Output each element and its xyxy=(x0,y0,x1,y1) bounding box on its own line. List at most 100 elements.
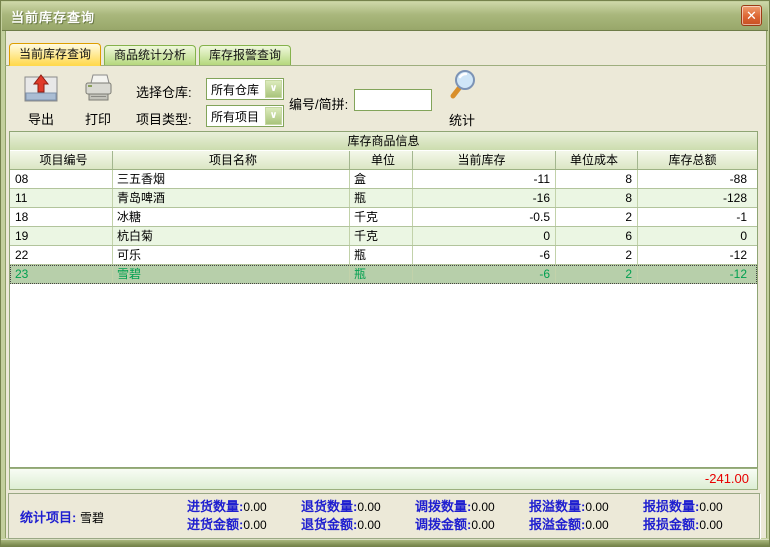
warehouse-select[interactable]: 所有仓库 ∨ xyxy=(206,78,284,100)
cell-item-name: 雪碧 xyxy=(113,265,350,283)
stat-amt-value: 0.00 xyxy=(357,518,381,532)
cell-item-id: 08 xyxy=(10,170,113,188)
window-title: 当前库存查询 xyxy=(11,9,96,25)
cell-unit-cost: 2 xyxy=(556,265,638,283)
cell-item-id: 23 xyxy=(10,265,113,283)
cell-unit: 千克 xyxy=(350,208,413,226)
cell-item-id: 22 xyxy=(10,246,113,264)
col-header-unit[interactable]: 单位 xyxy=(350,151,413,169)
cell-total: -128 xyxy=(722,191,747,205)
cell-stock: -16 xyxy=(413,189,556,207)
item-type-select-value: 所有项目 xyxy=(211,109,260,124)
cell-unit-cost: 2 xyxy=(556,246,638,264)
stat-groups: 进货数量:0.00 进货金额:0.00 退货数量:0.00 退货金额:0.00 … xyxy=(187,498,757,534)
table-row[interactable]: 11 青岛啤酒 瓶 -16 8 -128 xyxy=(10,189,757,208)
table-row[interactable]: 22 可乐 瓶 -6 2 -12 xyxy=(10,246,757,265)
stat-group: 进货数量:0.00 进货金额:0.00 xyxy=(187,498,301,534)
cell-stock: -6 xyxy=(413,246,556,264)
cell-item-name: 杭白菊 xyxy=(113,227,350,245)
table-header-row: 项目编号 项目名称 单位 当前库存 单位成本 库存总额 xyxy=(10,151,757,170)
table-body: 08 三五香烟 盒 -11 8 -88 11 青岛啤酒 瓶 -16 8 -128… xyxy=(10,170,757,284)
close-icon[interactable]: ✕ xyxy=(741,5,762,26)
cell-item-name: 三五香烟 xyxy=(113,170,350,188)
stat-qty-label: 进货数量: xyxy=(187,499,244,514)
stat-group: 调拨数量:0.00 调拨金额:0.00 xyxy=(415,498,529,534)
table-empty-area xyxy=(10,284,757,467)
stat-qty-label: 报溢数量: xyxy=(529,499,586,514)
col-header-total[interactable]: 库存总额 xyxy=(668,153,717,167)
cell-total: 0 xyxy=(740,229,747,243)
chevron-down-icon[interactable]: ∨ xyxy=(265,80,282,98)
cell-unit: 瓶 xyxy=(350,246,413,264)
print-label: 打印 xyxy=(84,112,111,127)
col-header-item-id[interactable]: 项目编号 xyxy=(10,151,113,169)
statistics-label: 统计 xyxy=(448,113,475,128)
stat-group: 报溢数量:0.00 报溢金额:0.00 xyxy=(529,498,643,534)
export-label: 导出 xyxy=(27,112,54,127)
cell-unit: 千克 xyxy=(350,227,413,245)
grand-total-value: -241.00 xyxy=(704,471,749,486)
magnifier-icon xyxy=(439,69,485,108)
cell-stock: 0 xyxy=(413,227,556,245)
col-header-unit-cost[interactable]: 单位成本 xyxy=(556,151,638,169)
stat-qty-value: 0.00 xyxy=(699,500,723,514)
chevron-down-icon[interactable]: ∨ xyxy=(265,107,282,125)
stat-amt-value: 0.00 xyxy=(585,518,609,532)
table-row[interactable]: 18 冰糖 千克 -0.5 2 -1 xyxy=(10,208,757,227)
stat-amt-value: 0.00 xyxy=(243,518,267,532)
cell-unit-cost: 8 xyxy=(556,189,638,207)
tab-bar: 当前库存查询 商品统计分析 库存报警查询 xyxy=(5,43,767,66)
stat-qty-label: 调拨数量: xyxy=(415,499,472,514)
cell-stock: -11 xyxy=(413,170,556,188)
cell-item-name: 可乐 xyxy=(113,246,350,264)
stat-qty-value: 0.00 xyxy=(471,500,495,514)
stat-qty-value: 0.00 xyxy=(243,500,267,514)
stat-amt-label: 报溢金额: xyxy=(529,517,586,532)
stat-group: 报损数量:0.00 报损金额:0.00 xyxy=(643,498,757,534)
cell-stock: -0.5 xyxy=(413,208,556,226)
cell-total: -1 xyxy=(736,210,747,224)
stat-amt-label: 报损金额: xyxy=(643,517,700,532)
cell-total: -12 xyxy=(729,248,747,262)
stat-amt-label: 调拨金额: xyxy=(415,517,472,532)
export-icon xyxy=(18,74,64,107)
tab-product-statistics[interactable]: 商品统计分析 xyxy=(104,45,197,65)
stat-amt-label: 进货金额: xyxy=(187,517,244,532)
statistics-button[interactable]: 统计 xyxy=(439,69,485,130)
code-search-input[interactable] xyxy=(354,89,432,111)
inventory-table: 库存商品信息 项目编号 项目名称 单位 当前库存 单位成本 库存总额 08 三五… xyxy=(9,131,758,468)
window-bottom-frame xyxy=(1,539,769,546)
cell-item-id: 11 xyxy=(10,189,113,207)
export-button[interactable]: 导出 xyxy=(18,74,64,129)
cell-unit-cost: 2 xyxy=(556,208,638,226)
printer-icon xyxy=(75,74,121,107)
cell-stock: -6 xyxy=(413,265,556,283)
table-row[interactable]: 23 雪碧 瓶 -6 2 -12 xyxy=(10,265,757,284)
cell-total: -12 xyxy=(729,267,747,281)
stat-amt-value: 0.00 xyxy=(471,518,495,532)
stat-item-value: 雪碧 xyxy=(79,510,104,525)
stat-amt-value: 0.00 xyxy=(699,518,723,532)
warehouse-select-label: 选择仓库: xyxy=(136,85,192,100)
table-band-title: 库存商品信息 xyxy=(10,132,757,151)
warehouse-select-value: 所有仓库 xyxy=(211,82,260,97)
stat-qty-label: 报损数量: xyxy=(643,499,700,514)
titlebar[interactable]: 当前库存查询 ✕ xyxy=(2,2,768,31)
stat-amt-label: 退货金额: xyxy=(301,517,358,532)
col-header-item-name[interactable]: 项目名称 xyxy=(113,151,350,169)
cell-unit: 瓶 xyxy=(350,265,413,283)
col-header-stock[interactable]: 当前库存 xyxy=(413,151,556,169)
statistics-panel: 统计项目: 雪碧 进货数量:0.00 进货金额:0.00 退货数量:0.00 退… xyxy=(8,493,760,539)
tab-stock-alert[interactable]: 库存报警查询 xyxy=(199,45,292,65)
print-button[interactable]: 打印 xyxy=(75,74,121,129)
stat-group: 退货数量:0.00 退货金额:0.00 xyxy=(301,498,415,534)
stat-qty-value: 0.00 xyxy=(585,500,609,514)
item-type-select[interactable]: 所有项目 ∨ xyxy=(206,105,284,127)
cell-item-id: 18 xyxy=(10,208,113,226)
cell-unit-cost: 8 xyxy=(556,170,638,188)
table-row[interactable]: 08 三五香烟 盒 -11 8 -88 xyxy=(10,170,757,189)
table-row[interactable]: 19 杭白菊 千克 0 6 0 xyxy=(10,227,757,246)
tab-current-inventory[interactable]: 当前库存查询 xyxy=(9,43,102,66)
code-search-label: 编号/简拼: xyxy=(289,97,349,112)
